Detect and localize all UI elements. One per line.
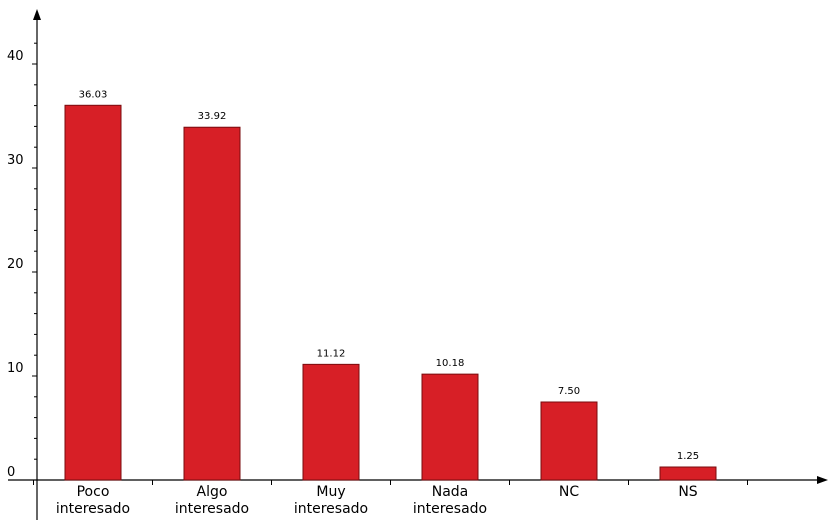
category-label: interesado <box>413 501 487 517</box>
data-label: 11.12 <box>317 348 346 359</box>
data-label: 10.18 <box>436 358 465 369</box>
y-ticks: 0 10 20 30 40 <box>7 42 37 481</box>
x-axis-arrow <box>817 476 828 484</box>
y-tick-label: 10 <box>7 361 24 376</box>
bar <box>183 126 241 481</box>
category-label: Muy <box>316 484 345 500</box>
category-label: Poco <box>77 484 110 500</box>
y-tick-label: 30 <box>7 153 24 168</box>
category-label: NS <box>678 484 697 500</box>
category-label: NC <box>559 484 579 500</box>
y-tick-label: 0 <box>7 465 15 480</box>
data-label: 7.50 <box>558 386 580 397</box>
data-label: 33.92 <box>198 111 227 122</box>
data-label: 1.25 <box>677 451 699 462</box>
category-label: interesado <box>56 501 130 517</box>
bar <box>302 363 360 481</box>
x-ticks <box>33 480 748 485</box>
bar <box>659 466 717 481</box>
y-axis <box>33 9 41 520</box>
category-label: Nada <box>432 484 469 500</box>
y-axis-arrow <box>33 9 41 20</box>
data-label: 36.03 <box>79 89 108 100</box>
category-label: interesado <box>294 501 368 517</box>
category-label: Algo <box>197 484 228 500</box>
data-labels: 36.03 33.92 11.12 10.18 7.50 1.25 <box>79 89 699 462</box>
y-tick-label: 40 <box>7 49 24 64</box>
category-label: interesado <box>175 501 249 517</box>
bars <box>64 104 717 481</box>
y-tick-label: 20 <box>7 257 24 272</box>
bar <box>540 401 598 481</box>
category-labels: PocointeresadoAlgointeresadoMuyinteresad… <box>56 484 698 517</box>
bar <box>421 373 479 481</box>
bar <box>64 104 122 481</box>
